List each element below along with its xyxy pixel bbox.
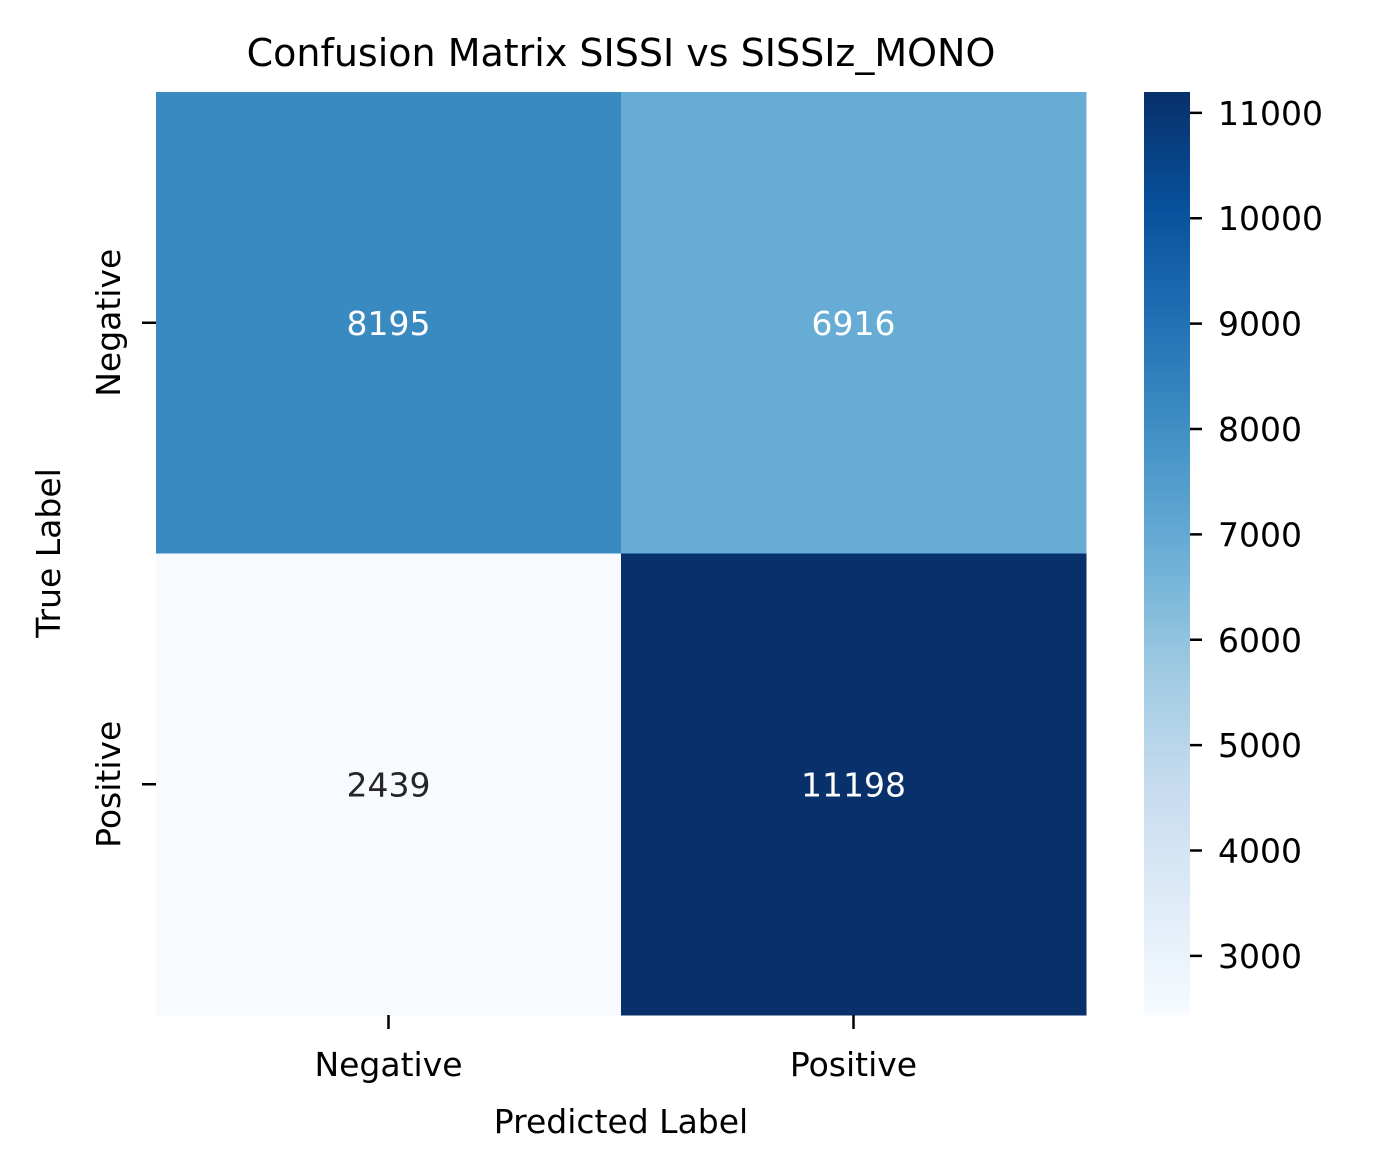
colorbar-tick-label: 8000	[1218, 410, 1302, 449]
colorbar-tick-label: 3000	[1218, 937, 1302, 976]
colorbar-tick-label: 4000	[1218, 832, 1302, 871]
y-axis: Negative Positive	[89, 249, 156, 848]
cell-value-label: 8195	[347, 304, 431, 343]
colorbar-tick-label: 11000	[1218, 94, 1323, 133]
x-tick-label: Negative	[314, 1045, 462, 1084]
colorbar-tick-label: 6000	[1218, 621, 1302, 660]
colorbar-tick-label: 5000	[1218, 726, 1302, 765]
cell-annotations: 8195 6916 2439 11198	[347, 304, 906, 805]
colorbar-tick-label: 10000	[1218, 199, 1323, 238]
x-axis-label: Predicted Label	[494, 1102, 748, 1141]
heatmap-cell	[156, 553, 622, 1016]
y-tick-label: Positive	[89, 721, 128, 848]
cell-value-label: 6916	[812, 304, 896, 343]
chart-title: Confusion Matrix SISSI vs SISSIz_MONO	[247, 31, 996, 75]
colorbar-ticks: 3000 4000 5000 6000 7000 8000 9000 10000 11000	[1190, 94, 1323, 976]
colorbar	[1144, 92, 1190, 1015]
heatmap-cell	[621, 92, 1087, 554]
x-axis: Negative Positive	[314, 1015, 917, 1084]
y-tick-label: Negative	[89, 249, 128, 397]
y-axis-label: True Label	[29, 468, 68, 639]
colorbar-tick-label: 9000	[1218, 305, 1302, 344]
heatmap-cell	[621, 553, 1087, 1016]
cell-value-label: 2439	[347, 765, 431, 804]
cell-value-label: 11198	[801, 765, 906, 804]
heatmap-cells	[156, 92, 1087, 1016]
colorbar-tick-label: 7000	[1218, 515, 1302, 554]
x-tick-label: Positive	[790, 1045, 917, 1084]
heatmap-cell	[156, 92, 622, 554]
